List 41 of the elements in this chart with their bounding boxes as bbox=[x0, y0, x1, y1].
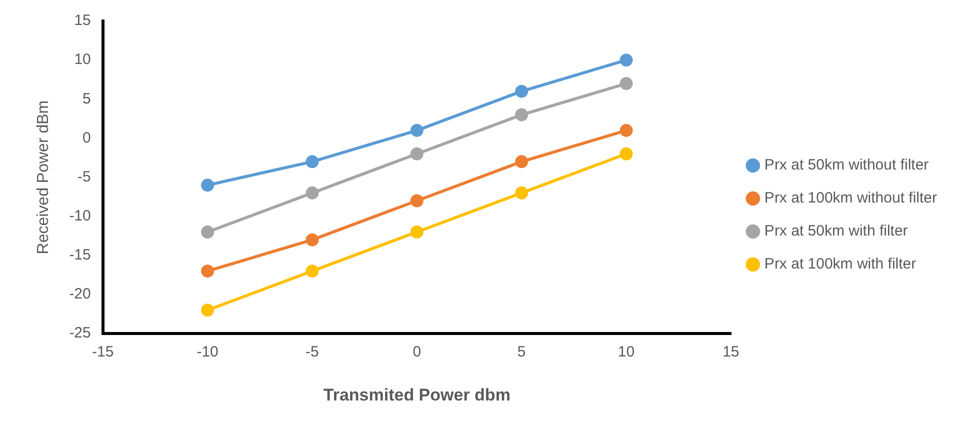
y-tick-label: 15 bbox=[74, 12, 91, 30]
y-tick-label: -10 bbox=[69, 208, 91, 225]
point bbox=[306, 186, 319, 200]
x-axis-title: Transmited Power dbm bbox=[323, 385, 510, 404]
point bbox=[306, 233, 319, 246]
x-tick-label: -10 bbox=[196, 344, 218, 361]
y-axis-title: Received Power dBm bbox=[35, 100, 52, 254]
point bbox=[201, 226, 214, 239]
point bbox=[306, 155, 319, 168]
legend-label: Prx at 50km with filter bbox=[764, 222, 908, 240]
point bbox=[620, 124, 633, 137]
point bbox=[201, 264, 214, 278]
x-tick-label: 15 bbox=[722, 344, 740, 361]
point bbox=[306, 264, 319, 278]
x-tick-label: 10 bbox=[618, 344, 635, 361]
y-tick-label: -25 bbox=[69, 324, 91, 342]
legend-label: Prx at 100km with filter bbox=[764, 256, 916, 273]
point bbox=[201, 178, 214, 192]
point bbox=[620, 54, 633, 67]
y-tick-label: -15 bbox=[69, 246, 91, 264]
x-tick-label: -5 bbox=[306, 344, 319, 361]
point bbox=[410, 124, 424, 137]
point bbox=[515, 155, 528, 168]
x-tick-label: 0 bbox=[412, 344, 422, 361]
x-tick-label: 5 bbox=[517, 344, 526, 361]
point bbox=[201, 304, 214, 317]
y-tick-label: -5 bbox=[78, 168, 91, 186]
y-tick-label: 0 bbox=[82, 129, 91, 146]
legend-label: Prx at 100km without filter bbox=[764, 190, 938, 207]
y-tick-label: 5 bbox=[82, 90, 91, 108]
y-tick-label: 10 bbox=[74, 51, 91, 68]
point bbox=[620, 77, 633, 90]
point bbox=[620, 147, 633, 160]
point bbox=[410, 194, 424, 208]
point bbox=[515, 108, 528, 122]
y-tick-label: -20 bbox=[69, 286, 91, 303]
point bbox=[515, 84, 528, 98]
point bbox=[410, 226, 424, 239]
legend-label: Prx at 50km without filter bbox=[764, 156, 929, 174]
point bbox=[515, 186, 528, 200]
point bbox=[410, 147, 424, 160]
